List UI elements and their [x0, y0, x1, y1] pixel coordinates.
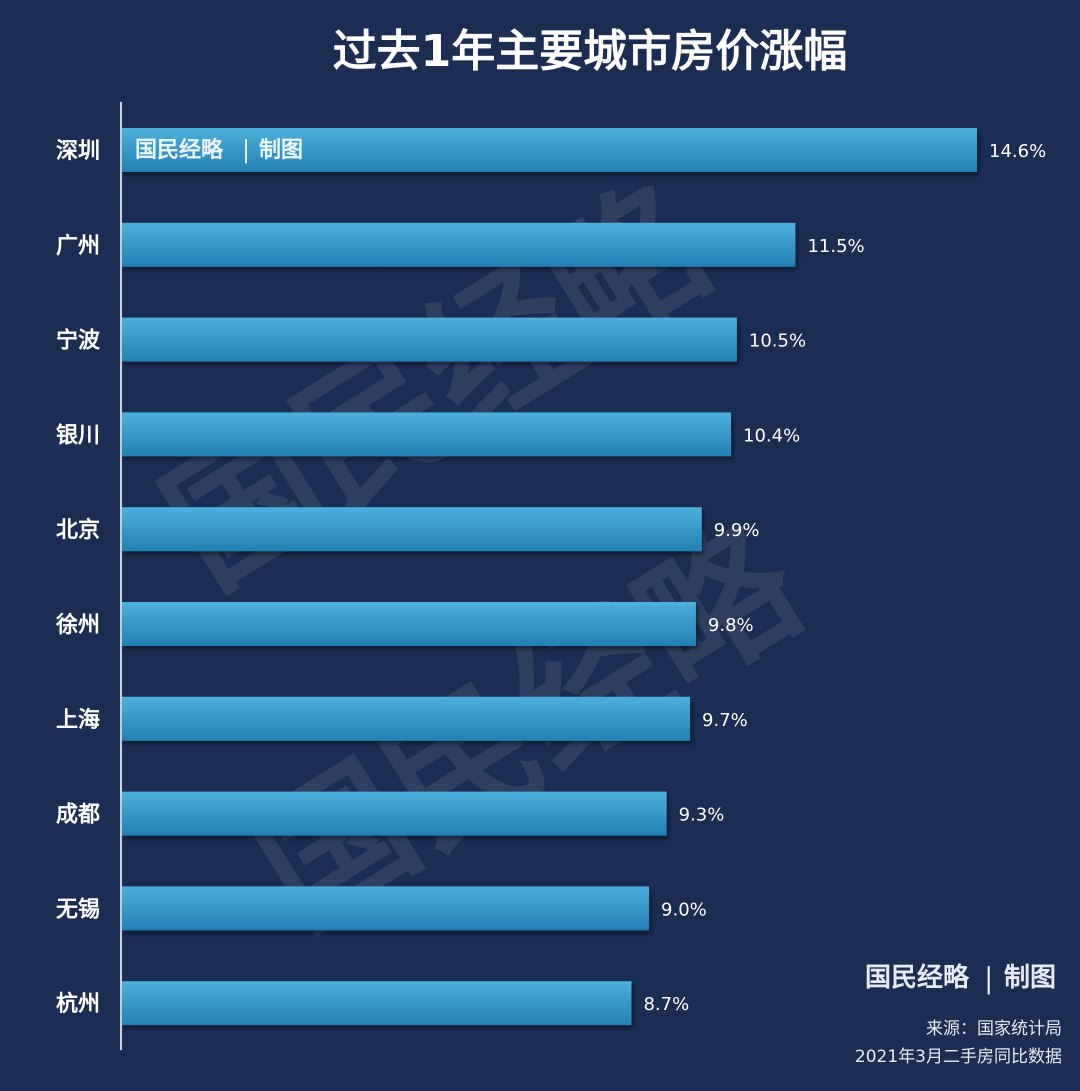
value-label-10: 8.7%	[643, 994, 689, 1015]
bar-7	[122, 696, 691, 741]
bar-6	[122, 602, 696, 646]
bar-brand-separator: |	[242, 136, 250, 165]
category-label-3: 宁波	[56, 328, 101, 354]
bar-3	[122, 317, 737, 362]
bar-brand-mark: 国民经略 | 制图	[135, 136, 303, 165]
bar-8	[122, 791, 667, 836]
category-label-4: 银川	[56, 423, 100, 448]
bar-2	[122, 222, 796, 267]
bar-1	[122, 128, 977, 172]
bar-5	[122, 507, 702, 552]
value-label-7: 9.7%	[702, 710, 748, 731]
chart-title: 过去1年主要城市房价涨幅	[333, 26, 848, 77]
bar-group: 深圳 14.6% 广州 11.5% 宁波 10.5% 银川 10.4% 北京 9.9% 徐州 9.8%…	[55, 128, 1046, 1026]
source-line-2: 2021年3月二手房同比数据	[855, 1047, 1062, 1067]
category-label-6: 徐州	[55, 612, 100, 638]
value-label-5: 9.9%	[714, 520, 760, 541]
category-label-2: 广州	[56, 233, 100, 259]
category-label-1: 深圳	[56, 139, 100, 164]
value-label-1: 14.6%	[989, 141, 1046, 162]
value-label-4: 10.4%	[743, 425, 800, 446]
category-label-5: 北京	[56, 517, 100, 543]
value-label-9: 9.0%	[661, 899, 707, 920]
footer-brand-name: 国民经略	[865, 962, 970, 993]
category-label-9: 无锡	[56, 897, 100, 922]
bar-brand-suffix: 制图	[259, 137, 303, 163]
category-label-7: 上海	[56, 707, 100, 733]
value-label-2: 11.5%	[807, 236, 864, 257]
source-line-1: 来源：国家统计局	[926, 1019, 1062, 1039]
bar-brand-name: 国民经略	[135, 137, 224, 163]
footer-brand-separator: |	[984, 962, 993, 995]
bar-4	[122, 412, 732, 457]
footer-brand: 国民经略 | 制图	[865, 962, 1056, 995]
value-label-3: 10.5%	[749, 331, 806, 352]
bar-9	[122, 886, 650, 931]
category-label-10: 杭州	[56, 991, 100, 1017]
footer-brand-suffix: 制图	[1004, 963, 1056, 993]
bar-10	[122, 981, 632, 1026]
watermark: 国民经略 国民经略	[136, 152, 831, 961]
category-label-8: 成都	[56, 803, 100, 828]
value-label-6: 9.8%	[708, 615, 754, 636]
value-label-8: 9.3%	[679, 805, 725, 826]
